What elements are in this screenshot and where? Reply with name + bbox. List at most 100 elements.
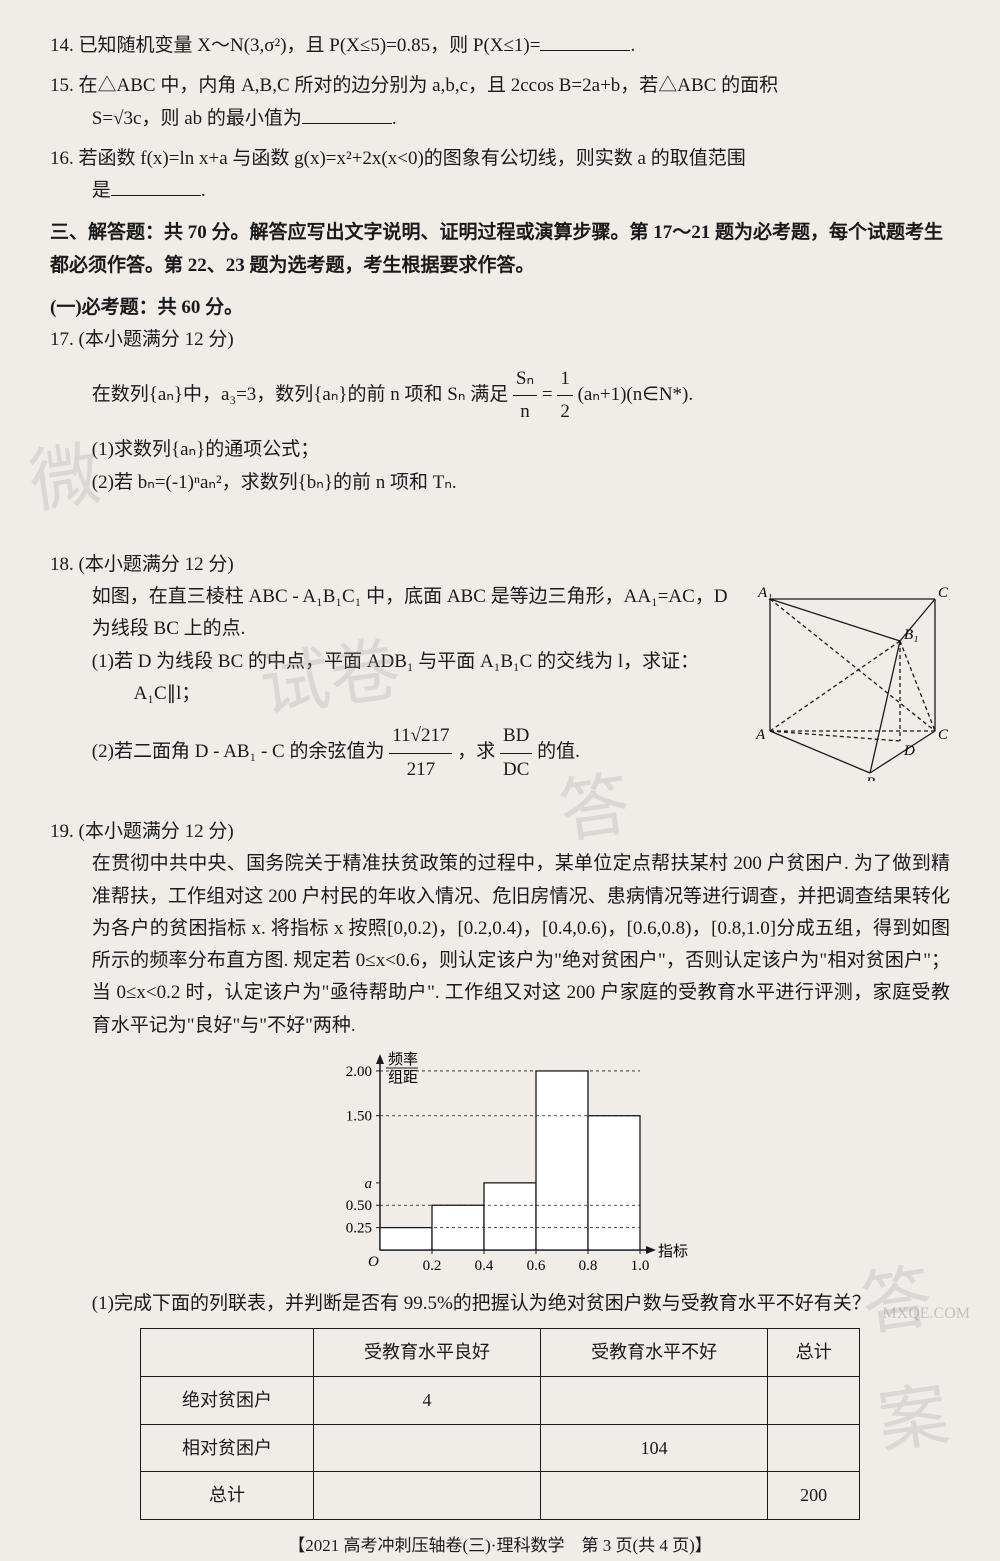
period: . xyxy=(392,108,397,129)
table-header-cell: 受教育水平不好 xyxy=(541,1329,768,1377)
fraction: 11√217 217 xyxy=(389,720,452,786)
section-heading: 三、解答题：共 70 分。解答应写出文字说明、证明过程或演算步骤。第 17～21… xyxy=(50,217,950,282)
vertex-label-C: C xyxy=(938,727,949,743)
denominator: DC xyxy=(500,754,532,786)
q-part-1b: A₁C∥l； xyxy=(50,678,732,710)
table-cell: 绝对贫困户 xyxy=(141,1376,314,1424)
vertex-label-A1: A₁ xyxy=(757,585,772,601)
svg-text:0.2: 0.2 xyxy=(423,1258,442,1274)
table-cell xyxy=(768,1424,860,1472)
q-part-1: (1)若 D 为线段 BC 的中点，平面 ADB₁ 与平面 A₁B₁C 的交线为… xyxy=(50,646,732,678)
table-header-cell: 受教育水平良好 xyxy=(313,1329,540,1377)
table-header-cell: 总计 xyxy=(768,1329,860,1377)
histogram-figure: 频率组距0.250.501.502.00a0.20.40.60.81.0O指标 … xyxy=(310,1050,690,1280)
vertex-label-D: D xyxy=(903,743,915,759)
numerator: Sₙ xyxy=(513,363,537,396)
period: . xyxy=(201,180,206,201)
table-cell xyxy=(313,1424,540,1472)
q-number: 17. xyxy=(50,329,74,350)
svg-text:0.25: 0.25 xyxy=(346,1221,372,1237)
q-part-2: (2)若二面角 D - AB₁ - C 的余弦值为 xyxy=(92,742,385,763)
question-15: 15. 在△ABC 中，内角 A,B,C 所对的边分别为 a,b,c，且 2cc… xyxy=(50,70,950,135)
table-cell: 相对贫困户 xyxy=(141,1424,314,1472)
vertex-label-B: B xyxy=(866,775,875,781)
svg-text:0.8: 0.8 xyxy=(579,1258,598,1274)
svg-text:a: a xyxy=(365,1176,373,1192)
q-number: 16. xyxy=(50,148,74,169)
svg-text:O: O xyxy=(368,1254,379,1270)
table-row: 总计200 xyxy=(141,1472,860,1520)
histogram-bar xyxy=(536,1071,588,1250)
vertex-label-C1: C₁ xyxy=(938,585,950,601)
section-subheading: (一)必考题：共 60 分。 xyxy=(50,292,950,324)
denominator: 217 xyxy=(389,754,452,786)
table-cell: 4 xyxy=(313,1376,540,1424)
numerator: 1 xyxy=(557,363,573,396)
svg-text:0.50: 0.50 xyxy=(346,1198,372,1214)
question-19: 19. (本小题满分 12 分) 在贯彻中共中央、国务院关于精准扶贫政策的过程中… xyxy=(50,816,950,1520)
histogram-bar xyxy=(588,1116,640,1250)
q-part-1: (1)完成下面的列联表，并判断是否有 99.5%的把握认为绝对贫困户数与受教育水… xyxy=(50,1288,950,1320)
q-text: (aₙ+1)(n∈N*). xyxy=(578,384,694,405)
denominator: 2 xyxy=(557,396,573,428)
table-row: 绝对贫困户4 xyxy=(141,1376,860,1424)
q-points: (本小题满分 12 分) xyxy=(79,329,234,350)
q-text: 在数列{aₙ}中，a₃=3，数列{aₙ}的前 n 项和 Sₙ 满足 xyxy=(92,384,508,405)
svg-text:0.4: 0.4 xyxy=(475,1258,494,1274)
q-text: 是 xyxy=(92,180,111,201)
denominator: n xyxy=(513,396,537,428)
prism-figure: A B C D A₁ B₁ C₁ xyxy=(750,581,950,781)
fraction: 1 2 xyxy=(557,363,573,429)
svg-text:组距: 组距 xyxy=(388,1069,418,1086)
vertex-label-A: A xyxy=(755,727,766,743)
table-cell xyxy=(541,1376,768,1424)
table-cell xyxy=(768,1376,860,1424)
svg-text:2.00: 2.00 xyxy=(346,1064,372,1080)
table-body: 绝对贫困户4相对贫困户 104总计200 xyxy=(141,1376,860,1519)
blank-fill xyxy=(111,177,201,196)
question-16: 16. 若函数 f(x)=ln x+a 与函数 g(x)=x²+2x(x<0)的… xyxy=(50,143,950,208)
page-footer: 【2021 高考冲刺压轴卷(三)·理科数学 第 3 页(共 4 页)】 xyxy=(50,1532,950,1561)
question-18: 18. (本小题满分 12 分) 如图，在直三棱柱 ABC - A₁B₁C₁ 中… xyxy=(50,549,950,786)
q-number: 18. xyxy=(50,554,74,575)
q-text: S=√3c，则 ab 的最小值为 xyxy=(92,108,302,129)
blank-fill xyxy=(302,105,392,124)
vertex-label-B1: B₁ xyxy=(904,627,918,643)
q-body: 在贯彻中共中央、国务院关于精准扶贫政策的过程中，某单位定点帮扶某村 200 户贫… xyxy=(50,848,950,1042)
numerator: 11√217 xyxy=(389,720,452,753)
q-part-2: (2)若 bₙ=(-1)ⁿaₙ²，求数列{bₙ}的前 n 项和 Tₙ. xyxy=(50,467,950,499)
svg-text:1.0: 1.0 xyxy=(631,1258,650,1274)
q-text: 在△ABC 中，内角 A,B,C 所对的边分别为 a,b,c，且 2ccos B… xyxy=(79,75,779,96)
histogram-bar xyxy=(380,1228,432,1250)
histogram-bar xyxy=(484,1183,536,1250)
q-points: (本小题满分 12 分) xyxy=(79,821,234,842)
fraction: BD DC xyxy=(500,720,532,786)
q-text: 的值. xyxy=(537,742,580,763)
table-header-row: 受教育水平良好受教育水平不好总计 xyxy=(141,1329,860,1377)
q-text: 若函数 f(x)=ln x+a 与函数 g(x)=x²+2x(x<0)的图象有公… xyxy=(79,148,746,169)
q-number: 15. xyxy=(50,75,74,96)
equals: = xyxy=(542,384,553,405)
table-cell xyxy=(541,1472,768,1520)
q-points: (本小题满分 12 分) xyxy=(79,554,234,575)
question-17: 17. (本小题满分 12 分) 在数列{aₙ}中，a₃=3，数列{aₙ}的前 … xyxy=(50,324,950,498)
table-cell: 200 xyxy=(768,1472,860,1520)
table-cell xyxy=(313,1472,540,1520)
svg-text:0.6: 0.6 xyxy=(527,1258,546,1274)
q-text: 如图，在直三棱柱 ABC - A₁B₁C₁ 中，底面 ABC 是等边三角形，AA… xyxy=(50,581,732,646)
blank-fill xyxy=(540,32,630,51)
numerator: BD xyxy=(500,720,532,753)
q-number: 19. xyxy=(50,821,74,842)
table-header-cell xyxy=(141,1329,314,1377)
table-cell: 104 xyxy=(541,1424,768,1472)
contingency-table: 受教育水平良好受教育水平不好总计 绝对贫困户4相对贫困户104总计200 xyxy=(140,1328,860,1519)
q-part-1: (1)求数列{aₙ}的通项公式； xyxy=(50,434,950,466)
q-number: 14. xyxy=(50,35,74,56)
fraction: Sₙ n xyxy=(513,363,537,429)
q-text: ，求 xyxy=(457,742,495,763)
table-row: 相对贫困户 104 xyxy=(141,1424,860,1472)
period: . xyxy=(630,35,635,56)
question-14: 14. 已知随机变量 X～N(3,σ²)，且 P(X≤5)=0.85，则 P(X… xyxy=(50,30,950,62)
svg-text:指标 x: 指标 x xyxy=(658,1243,690,1260)
svg-text:1.50: 1.50 xyxy=(346,1109,372,1125)
